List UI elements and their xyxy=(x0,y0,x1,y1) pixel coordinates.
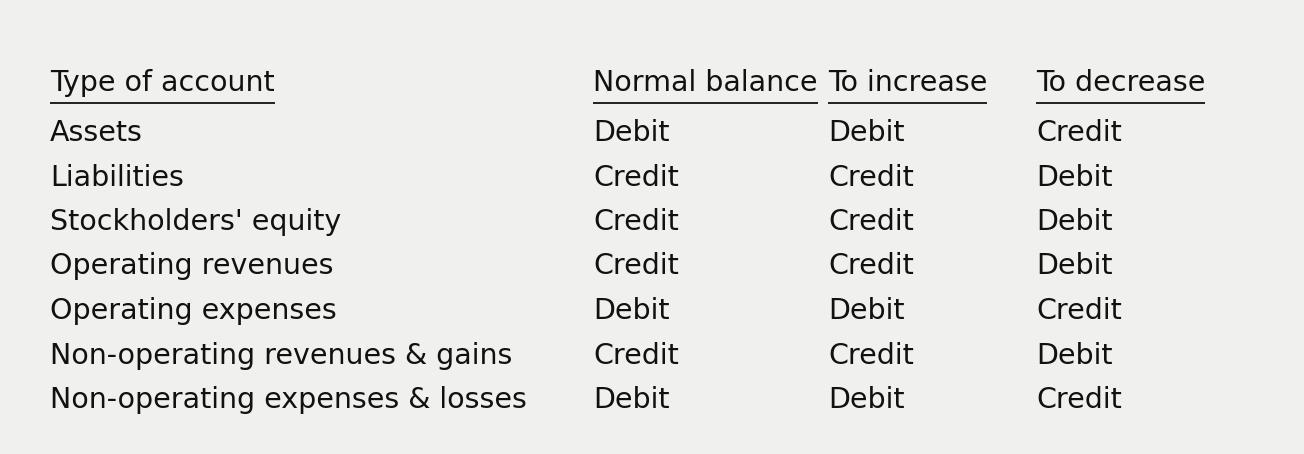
Text: To decrease: To decrease xyxy=(1035,69,1205,97)
Text: Liabilities: Liabilities xyxy=(50,163,184,192)
Text: Assets: Assets xyxy=(50,119,143,147)
Text: Debit: Debit xyxy=(1035,341,1112,370)
Text: Credit: Credit xyxy=(593,163,679,192)
Text: Debit: Debit xyxy=(828,119,905,147)
Text: Credit: Credit xyxy=(1035,297,1121,325)
Text: Credit: Credit xyxy=(828,163,914,192)
Text: Debit: Debit xyxy=(1035,252,1112,281)
Text: Credit: Credit xyxy=(828,208,914,236)
Text: Debit: Debit xyxy=(1035,208,1112,236)
Text: Debit: Debit xyxy=(593,297,669,325)
Text: Debit: Debit xyxy=(828,297,905,325)
Text: Stockholders' equity: Stockholders' equity xyxy=(50,208,342,236)
Text: Non-operating expenses & losses: Non-operating expenses & losses xyxy=(50,386,527,414)
Text: Non-operating revenues & gains: Non-operating revenues & gains xyxy=(50,341,512,370)
Text: Debit: Debit xyxy=(828,386,905,414)
Text: Credit: Credit xyxy=(1035,119,1121,147)
Text: Debit: Debit xyxy=(593,386,669,414)
Text: Operating expenses: Operating expenses xyxy=(50,297,336,325)
Text: Debit: Debit xyxy=(593,119,669,147)
Text: Credit: Credit xyxy=(828,341,914,370)
Text: Debit: Debit xyxy=(1035,163,1112,192)
Text: Credit: Credit xyxy=(593,341,679,370)
Text: Credit: Credit xyxy=(593,208,679,236)
Text: Credit: Credit xyxy=(1035,386,1121,414)
Text: Credit: Credit xyxy=(593,252,679,281)
Text: To increase: To increase xyxy=(828,69,987,97)
Text: Type of account: Type of account xyxy=(50,69,275,97)
Text: Operating revenues: Operating revenues xyxy=(50,252,334,281)
Text: Credit: Credit xyxy=(828,252,914,281)
Text: Normal balance: Normal balance xyxy=(593,69,818,97)
